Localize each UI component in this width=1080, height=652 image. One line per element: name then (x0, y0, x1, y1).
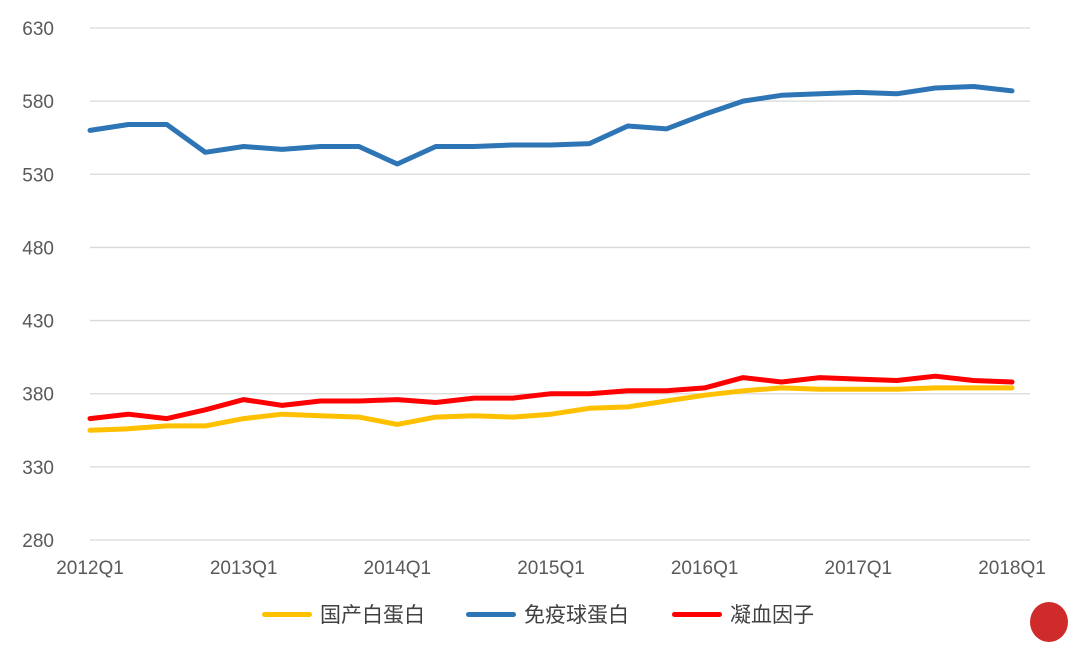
y-tick-label: 330 (22, 458, 54, 479)
legend-item-immunoglobulin: 免疫球蛋白 (466, 594, 629, 634)
x-tick-label: 2015Q1 (517, 558, 585, 579)
series-line-domestic-albumin (87, 385, 1015, 433)
x-tick-label: 2012Q1 (56, 558, 124, 579)
y-axis: 280 330 380 430 480 530 580 630 (22, 19, 54, 552)
brand-logo (1030, 602, 1068, 642)
y-tick-label: 530 (22, 165, 54, 186)
y-tick-label: 480 (22, 238, 54, 259)
legend-swatch-immunoglobulin (466, 611, 516, 617)
x-tick-label: 2013Q1 (210, 558, 278, 579)
series-line-immunoglobulin (87, 84, 1015, 167)
y-tick-label: 630 (22, 19, 54, 40)
legend-swatch-coagulation-factor (672, 611, 722, 617)
x-axis: 2012Q1 2013Q1 2014Q1 2015Q1 2016Q1 2017Q1 2018… (56, 558, 1046, 579)
series-line-coagulation-factor (87, 373, 1015, 422)
y-tick-label: 380 (22, 385, 54, 406)
y-tick-label: 580 (22, 92, 54, 113)
y-tick-label: 430 (22, 312, 54, 333)
legend-swatch-domestic-albumin (262, 611, 312, 617)
y-tick-label: 280 (22, 531, 54, 552)
x-tick-label: 2016Q1 (671, 558, 739, 579)
x-tick-label: 2017Q1 (825, 558, 893, 579)
legend-item-domestic-albumin: 国产白蛋白 (262, 594, 425, 634)
x-tick-label: 2018Q1 (978, 558, 1046, 579)
x-tick-label: 2014Q1 (364, 558, 432, 579)
legend-label-coagulation-factor: 凝血因子 (730, 603, 814, 627)
legend-item-coagulation-factor: 凝血因子 (672, 594, 814, 634)
series-lines (87, 84, 1015, 433)
legend-label-immunoglobulin: 免疫球蛋白 (524, 603, 629, 627)
legend: 国产白蛋白 免疫球蛋白 凝血因子 (0, 594, 1080, 634)
legend-label-domestic-albumin: 国产白蛋白 (320, 603, 425, 627)
gridlines (90, 27, 1030, 541)
